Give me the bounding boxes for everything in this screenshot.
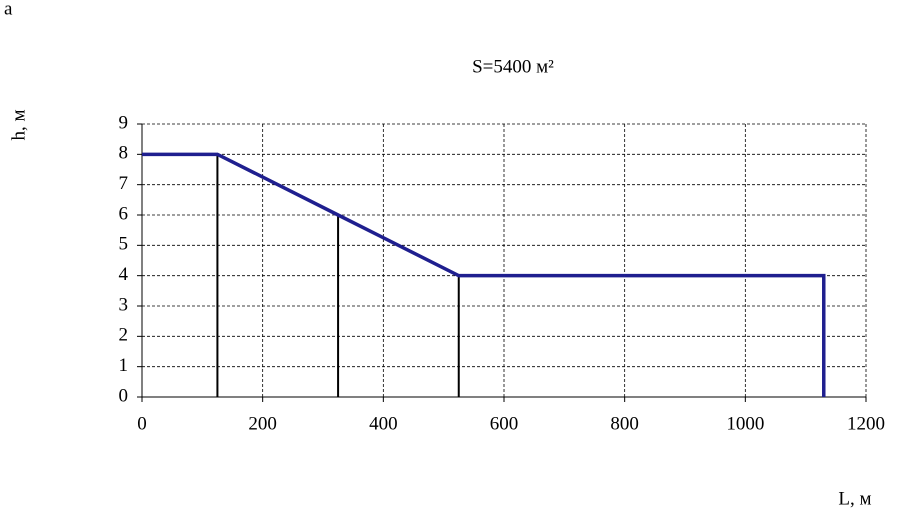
x-tick-label: 800 xyxy=(610,413,639,434)
x-tick-label: 400 xyxy=(369,413,398,434)
chart-title: S=5400 м² xyxy=(472,56,554,77)
x-tick-label: 200 xyxy=(248,413,277,434)
series-line xyxy=(142,152,826,397)
x-axis-label: L, м xyxy=(838,488,871,509)
x-tick-label: 1200 xyxy=(847,413,885,434)
y-tick-label: 9 xyxy=(119,112,129,133)
y-tick-label: 5 xyxy=(119,234,129,255)
y-tick-label: 0 xyxy=(119,385,129,406)
x-tick-label: 1000 xyxy=(726,413,764,434)
x-tick-label: 600 xyxy=(490,413,519,434)
y-tick-label: 1 xyxy=(119,355,129,376)
x-tick-label: 0 xyxy=(137,413,147,434)
y-tick-label: 7 xyxy=(119,173,129,194)
y-tick-label: 4 xyxy=(119,264,129,285)
y-tick-label: 2 xyxy=(119,325,129,346)
panel-label: a xyxy=(4,0,13,19)
y-tick-label: 3 xyxy=(119,294,129,315)
y-tick-label: 8 xyxy=(119,143,129,164)
y-tick-label: 6 xyxy=(119,203,129,224)
y-axis-label: h, м xyxy=(8,109,29,140)
